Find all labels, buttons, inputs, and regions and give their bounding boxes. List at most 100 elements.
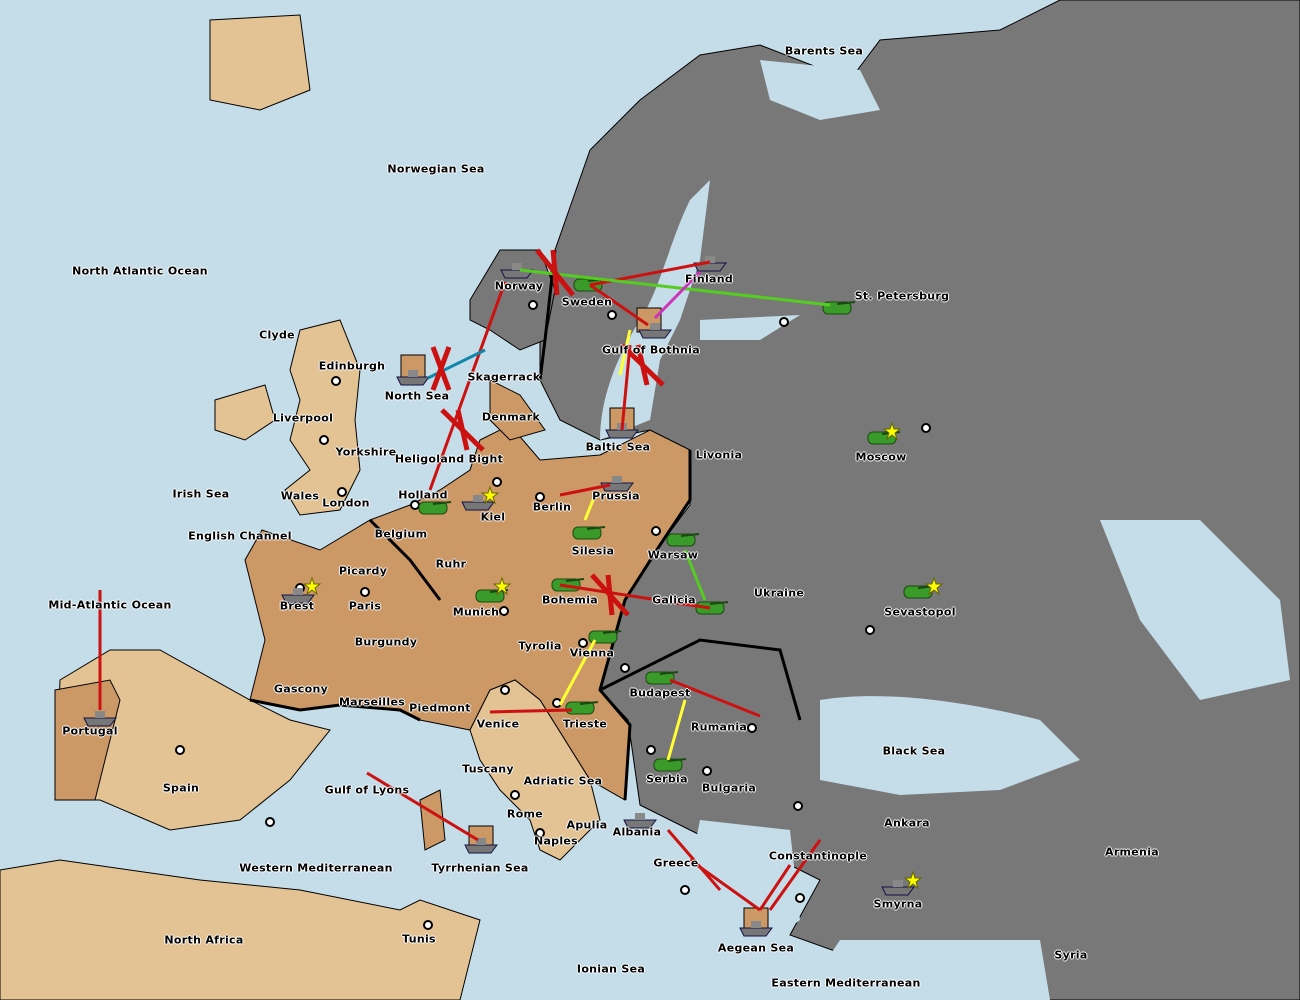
- territory-label[interactable]: Liverpool: [272, 411, 334, 425]
- territory-label[interactable]: Armenia: [1105, 845, 1159, 859]
- territory-label[interactable]: Picardy: [338, 564, 388, 578]
- territory-label[interactable]: Prussia: [592, 489, 640, 503]
- territory-label[interactable]: Smyrna: [873, 897, 923, 911]
- territory-label[interactable]: Ankara: [884, 816, 930, 830]
- territory-label[interactable]: Baltic Sea: [585, 440, 651, 454]
- territory-label[interactable]: Ionian Sea: [576, 962, 646, 976]
- territory-label[interactable]: Galicia: [652, 593, 696, 607]
- territory-label[interactable]: Warsaw: [647, 548, 699, 562]
- territory-label[interactable]: Sweden: [561, 295, 613, 309]
- territory-label[interactable]: Tyrolia: [518, 639, 562, 653]
- territory-label[interactable]: Burgundy: [354, 635, 418, 649]
- territory-label[interactable]: Belgium: [374, 527, 428, 541]
- army-gun-icon: [680, 533, 700, 537]
- territory-label[interactable]: Albania: [612, 825, 662, 839]
- territory-label[interactable]: Rumania: [690, 720, 748, 734]
- supply-center: [492, 477, 502, 487]
- territory-label[interactable]: Spain: [162, 781, 200, 795]
- territory-label[interactable]: Eastern Mediterranean: [771, 976, 921, 990]
- territory-label[interactable]: Berlin: [532, 500, 572, 514]
- supply-center: [331, 376, 341, 386]
- territory-label[interactable]: Ruhr: [435, 557, 467, 571]
- move-order-arrow: [689, 858, 761, 912]
- star-icon: [924, 576, 944, 596]
- territory-label[interactable]: Barents Sea: [784, 44, 864, 58]
- territory-label[interactable]: Constantinople: [768, 849, 868, 863]
- territory-label[interactable]: Budapest: [629, 686, 691, 700]
- territory-label[interactable]: Adriatic Sea: [523, 774, 603, 788]
- army-gun-icon: [836, 301, 856, 305]
- territory-label[interactable]: Black Sea: [882, 744, 946, 758]
- territory-label[interactable]: Holland: [398, 488, 448, 502]
- territory-label[interactable]: London: [322, 496, 370, 510]
- territory-label[interactable]: Moscow: [855, 450, 907, 464]
- territory-label[interactable]: Norwegian Sea: [387, 162, 485, 176]
- territory-label[interactable]: Naples: [533, 834, 579, 848]
- fleet-icon: [605, 429, 639, 439]
- territory-label[interactable]: Serbia: [646, 772, 688, 786]
- territory-label[interactable]: Bulgaria: [701, 781, 757, 795]
- territory-label[interactable]: Livonia: [695, 448, 743, 462]
- territory-label[interactable]: Venice: [476, 717, 520, 731]
- territory-label[interactable]: Gulf of Lyons: [324, 783, 410, 797]
- territory-label[interactable]: Kiel: [480, 510, 506, 524]
- territory-label[interactable]: Gascony: [273, 682, 329, 696]
- territory-label[interactable]: Silesia: [571, 544, 615, 558]
- territory-label[interactable]: Tuscany: [462, 762, 514, 776]
- territory-label[interactable]: Irish Sea: [172, 487, 230, 501]
- army-icon: [565, 701, 595, 715]
- territory-label[interactable]: Mid-Atlantic Ocean: [48, 598, 172, 612]
- territory-label[interactable]: Wales: [280, 489, 320, 503]
- territory-label[interactable]: Munich: [452, 605, 500, 619]
- territory-label[interactable]: Trieste: [562, 717, 608, 731]
- territory-label[interactable]: Norway: [494, 279, 544, 293]
- territory-label[interactable]: Paris: [348, 599, 382, 613]
- territory-label[interactable]: Skagerrack: [467, 370, 541, 384]
- support-order-line: [583, 494, 597, 521]
- territory-label[interactable]: Apulia: [566, 818, 608, 832]
- territory-label[interactable]: Vienna: [569, 646, 615, 660]
- territory-label[interactable]: Bohemia: [542, 593, 598, 607]
- territory-label[interactable]: Clyde: [259, 328, 295, 342]
- territory-label[interactable]: Greece: [653, 856, 699, 870]
- territory-label[interactable]: North Sea: [384, 389, 450, 403]
- territory-label[interactable]: Syria: [1054, 948, 1088, 962]
- failed-order-x-icon: [455, 409, 470, 451]
- territory-label[interactable]: North Africa: [164, 933, 244, 947]
- territory-label[interactable]: Tyrrhenian Sea: [431, 861, 529, 875]
- failed-order-x-icon: [635, 344, 650, 386]
- supply-center: [646, 745, 656, 755]
- territory-label[interactable]: Portugal: [62, 724, 118, 738]
- territory-label[interactable]: English Channel: [188, 529, 292, 543]
- territory-label[interactable]: Brest: [279, 599, 315, 613]
- territory-label[interactable]: North Atlantic Ocean: [72, 264, 208, 278]
- territory-label[interactable]: Gulf of Bothnia: [602, 343, 700, 357]
- territory-label[interactable]: Rome: [506, 807, 544, 821]
- star-icon: [480, 485, 500, 505]
- corsica-sardinia: [419, 789, 446, 851]
- territory-label[interactable]: Heligoland Bight: [394, 452, 504, 466]
- territory-label[interactable]: Edinburgh: [318, 359, 386, 373]
- territory-label[interactable]: Sevastopol: [884, 605, 956, 619]
- territory-label[interactable]: Yorkshire: [335, 445, 397, 459]
- territory-label[interactable]: Ukraine: [753, 586, 805, 600]
- supply-center: [747, 723, 757, 733]
- supply-center: [337, 487, 347, 497]
- fleet-tower-icon: [635, 813, 645, 820]
- territory-label[interactable]: Tunis: [402, 932, 436, 946]
- support-order-line: [558, 639, 597, 706]
- eastern-mediterranean: [800, 940, 1050, 1000]
- move-order-arrow: [666, 829, 722, 891]
- territory-label[interactable]: St. Petersburg: [854, 289, 950, 303]
- army-gun-icon: [709, 601, 729, 605]
- move-order-arrow: [489, 708, 573, 714]
- territory-label[interactable]: Marseilles: [338, 695, 406, 709]
- territory-label[interactable]: Western Mediterranean: [239, 861, 393, 875]
- territory-label[interactable]: Piedmont: [409, 701, 471, 715]
- territory-label[interactable]: Finland: [684, 272, 734, 286]
- move-order-arrow: [758, 864, 792, 911]
- territory-label[interactable]: Aegean Sea: [717, 941, 795, 955]
- territory-label[interactable]: Denmark: [481, 410, 541, 424]
